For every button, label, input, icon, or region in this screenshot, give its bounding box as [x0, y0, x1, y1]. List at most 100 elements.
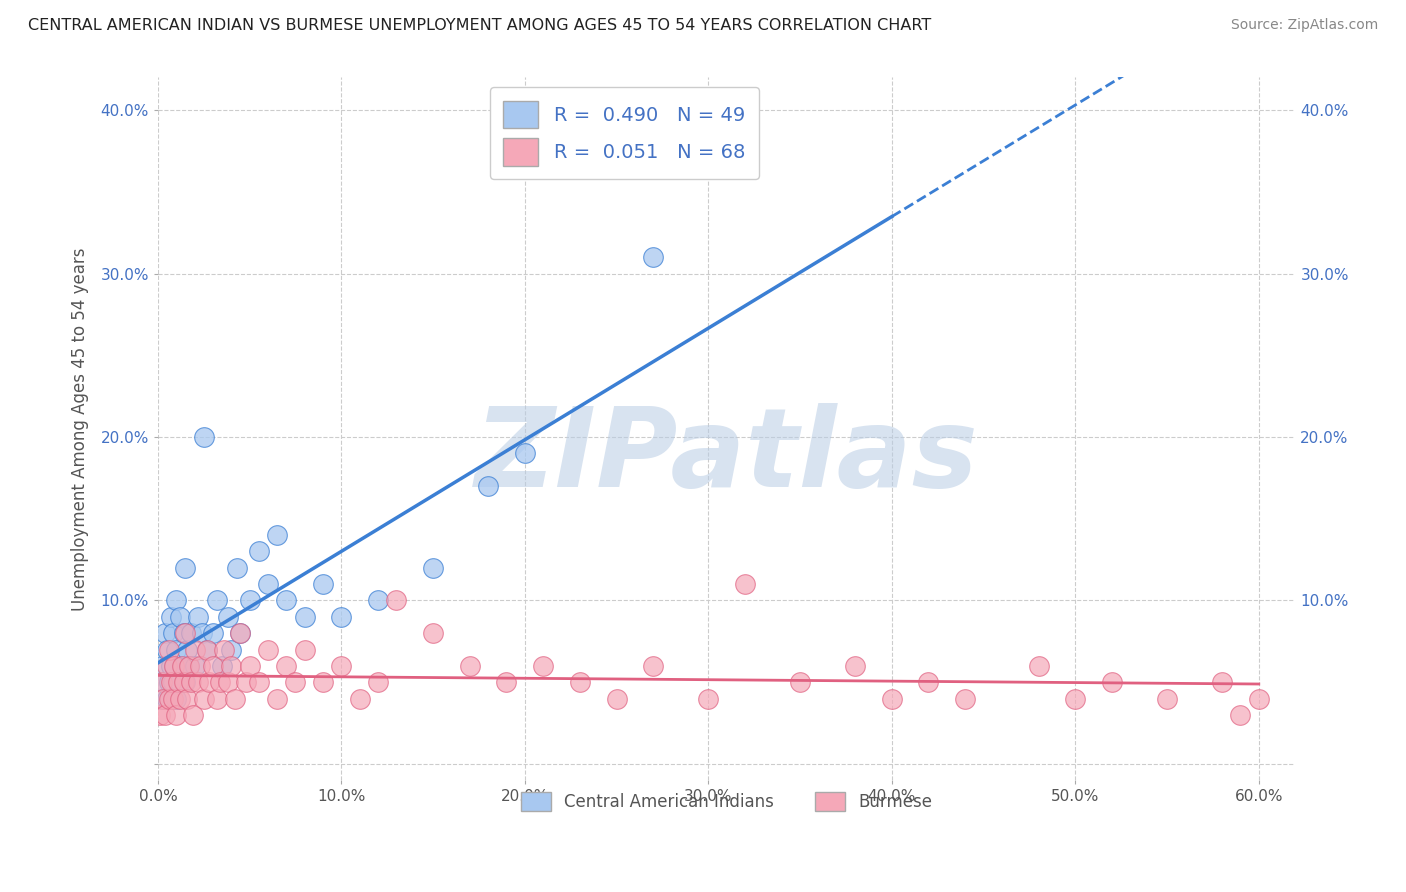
- Point: [177, 659, 200, 673]
- Point: [163, 659, 186, 673]
- Point: [531, 659, 554, 673]
- Y-axis label: Unemployment Among Ages 45 to 54 years: Unemployment Among Ages 45 to 54 years: [72, 247, 89, 611]
- Point: [209, 675, 232, 690]
- Point: [276, 659, 298, 673]
- Point: [183, 659, 205, 673]
- Point: [1156, 691, 1178, 706]
- Point: [224, 691, 246, 706]
- Point: [219, 642, 242, 657]
- Point: [513, 446, 536, 460]
- Point: [266, 691, 288, 706]
- Point: [167, 675, 190, 690]
- Point: [165, 593, 187, 607]
- Point: [284, 675, 307, 690]
- Point: [458, 659, 481, 673]
- Point: [643, 659, 665, 673]
- Point: [191, 626, 214, 640]
- Point: [163, 659, 186, 673]
- Point: [157, 691, 180, 706]
- Point: [880, 691, 903, 706]
- Point: [193, 691, 215, 706]
- Point: [422, 626, 444, 640]
- Point: [149, 691, 172, 706]
- Point: [1229, 707, 1251, 722]
- Point: [294, 642, 316, 657]
- Legend: Central American Indians, Burmese: Central American Indians, Burmese: [508, 779, 946, 825]
- Point: [239, 659, 262, 673]
- Point: [239, 593, 262, 607]
- Point: [188, 659, 211, 673]
- Point: [157, 642, 180, 657]
- Point: [169, 675, 191, 690]
- Text: Source: ZipAtlas.com: Source: ZipAtlas.com: [1230, 18, 1378, 32]
- Point: [235, 675, 257, 690]
- Point: [174, 675, 197, 690]
- Point: [198, 675, 221, 690]
- Point: [568, 675, 591, 690]
- Point: [157, 675, 180, 690]
- Point: [367, 593, 389, 607]
- Point: [193, 430, 215, 444]
- Point: [187, 675, 209, 690]
- Point: [180, 675, 202, 690]
- Point: [152, 691, 174, 706]
- Point: [219, 659, 242, 673]
- Point: [173, 675, 195, 690]
- Point: [205, 691, 228, 706]
- Point: [169, 610, 191, 624]
- Point: [170, 659, 193, 673]
- Point: [150, 659, 173, 673]
- Point: [201, 659, 224, 673]
- Point: [156, 691, 179, 706]
- Point: [495, 675, 517, 690]
- Point: [266, 528, 288, 542]
- Point: [155, 626, 177, 640]
- Point: [697, 691, 720, 706]
- Point: [217, 675, 239, 690]
- Text: CENTRAL AMERICAN INDIAN VS BURMESE UNEMPLOYMENT AMONG AGES 45 TO 54 YEARS CORREL: CENTRAL AMERICAN INDIAN VS BURMESE UNEMP…: [28, 18, 931, 33]
- Point: [174, 626, 197, 640]
- Point: [173, 626, 195, 640]
- Point: [257, 642, 280, 657]
- Point: [953, 691, 976, 706]
- Point: [312, 675, 335, 690]
- Point: [201, 626, 224, 640]
- Point: [1247, 691, 1270, 706]
- Point: [212, 642, 235, 657]
- Point: [177, 659, 200, 673]
- Point: [205, 593, 228, 607]
- Point: [276, 593, 298, 607]
- Point: [155, 707, 177, 722]
- Point: [176, 642, 198, 657]
- Point: [197, 642, 219, 657]
- Point: [257, 577, 280, 591]
- Point: [162, 691, 184, 706]
- Point: [183, 642, 205, 657]
- Text: ZIPatlas: ZIPatlas: [475, 403, 979, 510]
- Point: [229, 626, 252, 640]
- Point: [294, 610, 316, 624]
- Point: [247, 544, 270, 558]
- Point: [150, 675, 173, 690]
- Point: [197, 642, 219, 657]
- Point: [225, 561, 247, 575]
- Point: [1101, 675, 1123, 690]
- Point: [176, 691, 198, 706]
- Point: [1064, 691, 1087, 706]
- Point: [156, 642, 179, 657]
- Point: [330, 610, 353, 624]
- Point: [181, 707, 204, 722]
- Point: [211, 659, 233, 673]
- Point: [159, 675, 181, 690]
- Point: [643, 250, 665, 264]
- Point: [170, 659, 193, 673]
- Point: [917, 675, 939, 690]
- Point: [1028, 659, 1050, 673]
- Point: [165, 642, 187, 657]
- Point: [174, 561, 197, 575]
- Point: [162, 626, 184, 640]
- Point: [789, 675, 811, 690]
- Point: [152, 675, 174, 690]
- Point: [477, 479, 499, 493]
- Point: [606, 691, 628, 706]
